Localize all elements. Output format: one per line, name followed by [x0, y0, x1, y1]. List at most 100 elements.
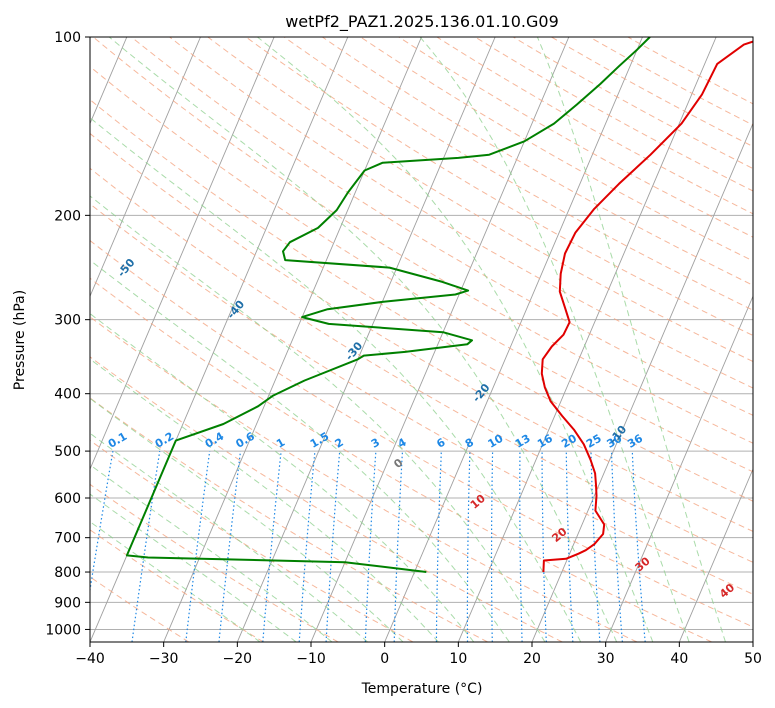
x-tick-label: 30: [597, 651, 615, 667]
plot-area: [90, 37, 753, 642]
dry-adiabat-line: [207, 37, 753, 363]
y-tick-label: 1000: [45, 622, 81, 638]
dry-adiabat-line: [90, 397, 488, 642]
dry-adiabat-line: [90, 167, 753, 563]
x-tick-label: 50: [744, 651, 762, 667]
isotherm-line: [163, 37, 422, 642]
mixing-ratio-label: 0.4: [203, 430, 227, 451]
annotation-labels: 0.1 0.2 0.4 0.6 1 1.5 2 3 4 6 8 10 13 16 20 25 30 36-50-4…: [106, 256, 738, 601]
dry-adiabat-line: [90, 99, 753, 502]
dry-adiabat-line: [589, 37, 753, 126]
isotherm-line: [90, 37, 201, 298]
moist-adiabat-line: [90, 464, 333, 642]
mixing-ratio-label: 4: [396, 435, 409, 450]
mixing-ratio-line: [218, 451, 242, 642]
mixing-ratio-label: 13: [513, 432, 533, 451]
mixing-ratio-label: 25: [584, 432, 604, 451]
dry-adiabat-line: [90, 277, 712, 642]
dry-adiabat-line: [131, 37, 753, 416]
x-tick-label: −10: [296, 651, 326, 667]
y-tick-label: 500: [54, 444, 81, 460]
moist-adiabat-line: [419, 37, 690, 642]
x-tick-label: 0: [380, 651, 389, 667]
dry-adiabat-line: [169, 37, 753, 389]
x-tick-label: 10: [449, 651, 467, 667]
dry-adiabat-label: -30: [343, 339, 366, 363]
moist-adiabat-label: 20: [549, 525, 569, 545]
mixing-ratio-label: 16: [535, 432, 555, 451]
mixing-ratio-line: [185, 451, 211, 642]
axes: −40 −30 −20 −10 0 10 20 30 40 5010020030040050060…: [45, 30, 762, 667]
x-axis-title: Temperature (°C): [361, 681, 483, 697]
dry-adiabat-line: [90, 356, 563, 642]
mixing-ratio-line: [631, 451, 646, 642]
moist-adiabat-line: [257, 37, 654, 642]
isotherm-line: [678, 467, 753, 642]
chart-title: wetPf2_PAZ1.2025.136.01.10.G09: [285, 12, 559, 32]
mixing-ratio-line: [131, 451, 161, 642]
y-tick-label: 800: [54, 565, 81, 581]
moist-adiabat-line: [90, 493, 297, 642]
moist-adiabat-line: [90, 521, 261, 642]
mixing-ratio-line: [610, 451, 623, 642]
moist-adiabat-label: 0: [391, 456, 405, 471]
x-tick-label: −40: [75, 651, 105, 667]
moist-adiabat-line: [90, 117, 582, 642]
dry-adiabat-label: -20: [470, 381, 493, 405]
x-tick-label: 20: [523, 651, 541, 667]
x-tick-label: −20: [223, 651, 253, 667]
isotherm-line: [90, 37, 275, 471]
mixing-ratio-label: 6: [434, 435, 447, 450]
mixing-ratio-label: 10: [486, 432, 506, 451]
moist-adiabat-line: [90, 358, 439, 642]
dry-adiabat-line: [90, 529, 264, 642]
y-tick-label: 100: [54, 30, 81, 46]
y-tick-label: 200: [54, 208, 81, 224]
dry-adiabat-line: [90, 483, 339, 642]
mixing-ratio-label: 2: [333, 436, 346, 451]
x-tick-label: −30: [149, 651, 179, 667]
mixing-ratio-label: 3: [369, 436, 382, 451]
dry-adiabat-line: [90, 576, 190, 642]
dry-adiabat-line: [92, 37, 753, 444]
y-tick-label: 300: [54, 313, 81, 329]
dry-adiabat-label: -50: [115, 256, 138, 280]
dry-adiabat-line: [90, 439, 414, 642]
mixing-ratio-label: 1: [274, 436, 287, 451]
mixing-ratio-line: [519, 451, 523, 642]
plot-frame: [89, 36, 754, 643]
mixing-ratio-label: 1.5: [308, 430, 331, 451]
isotherm-line: [384, 37, 643, 642]
moist-adiabat-line: [90, 397, 404, 642]
moist-adiabat-line: [90, 259, 510, 642]
y-tick-label: 700: [54, 531, 81, 547]
dry-adiabat-line: [245, 37, 753, 337]
moist-adiabat-line: [90, 432, 368, 642]
moist-adiabat-line: [90, 195, 546, 642]
isotherm-line: [752, 640, 753, 642]
dry-adiabat-line: [283, 37, 753, 311]
temperature-profile-line: [540, 40, 753, 573]
mixing-ratio-line: [298, 451, 316, 642]
y-tick-label: 600: [54, 491, 81, 507]
mixing-ratio-line: [435, 451, 442, 642]
dry-adiabat-line: [90, 132, 753, 532]
x-tick-label: 40: [670, 651, 688, 667]
mixing-ratio-line: [466, 451, 471, 642]
dry-adiabat-line: [360, 37, 753, 262]
isotherm-line: [457, 37, 717, 642]
isotherm-line: [605, 295, 753, 642]
dry-adiabat-line: [90, 316, 638, 642]
mixing-ratio-line: [90, 451, 114, 594]
dry-adiabat-line: [90, 203, 753, 595]
mixing-ratio-label: 8: [463, 436, 476, 451]
dewpoint-profile-line: [125, 37, 651, 573]
isotherm-line: [531, 122, 753, 642]
mixing-ratio-label: 0.6: [234, 430, 258, 451]
y-axis-title: Pressure (hPa): [12, 290, 28, 390]
moist-adiabat-line: [90, 312, 475, 642]
y-tick-label: 900: [54, 595, 81, 611]
dry-adiabat-line: [90, 239, 753, 628]
dry-adiabat-line: [436, 37, 753, 215]
